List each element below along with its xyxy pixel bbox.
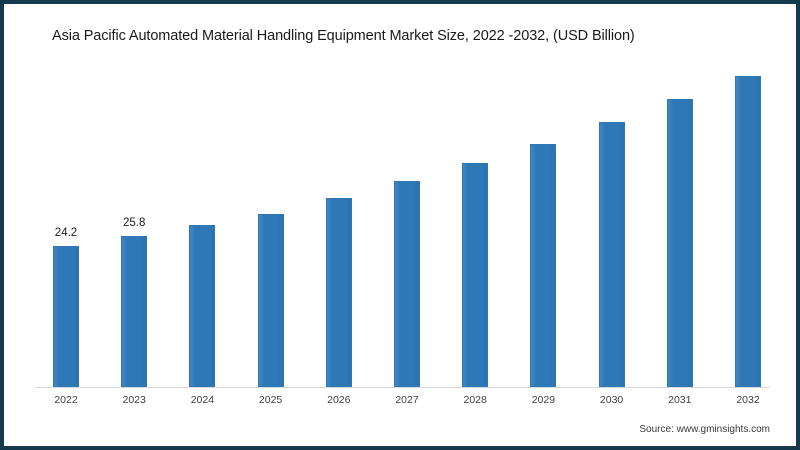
bar-2026: [325, 197, 352, 387]
bar-2027: [394, 181, 420, 387]
bar-sheen: [258, 214, 283, 386]
x-axis-label-2022: 2022: [54, 394, 78, 406]
bar-value-label-2022: 24.2: [54, 226, 78, 239]
bar-2022: [53, 245, 79, 387]
bar-2029: [530, 144, 557, 387]
bar-2025: [257, 213, 284, 387]
bar-sheen: [736, 77, 760, 386]
x-axis-label-2030: 2030: [599, 394, 624, 406]
x-axis-label-2024: 2024: [190, 394, 215, 406]
bar-2030: [598, 122, 625, 387]
x-axis-label-2029: 2029: [531, 394, 556, 406]
bar-value-label-2023: 25.8: [122, 217, 146, 230]
bar-sheen: [122, 237, 147, 386]
x-axis-label-2032: 2032: [736, 394, 760, 406]
bar-2031: [666, 99, 693, 387]
x-axis-label-2028: 2028: [463, 394, 487, 406]
chart-title: Asia Pacific Automated Material Handling…: [52, 28, 635, 44]
x-axis-label-2026: 2026: [327, 394, 351, 406]
bar-2023: [121, 236, 148, 387]
bar-2032: [735, 76, 761, 387]
bar-2028: [462, 162, 489, 387]
x-axis-label-2023: 2023: [122, 394, 146, 406]
x-axis-label-2031: 2031: [668, 394, 692, 406]
bar-2024: [189, 225, 216, 387]
bar-sheen: [463, 163, 488, 386]
bar-sheen: [326, 198, 351, 386]
bar-sheen: [599, 123, 624, 386]
x-axis-label-2027: 2027: [395, 394, 419, 406]
x-axis-label-2025: 2025: [258, 394, 283, 406]
bar-sheen: [54, 246, 78, 386]
bar-sheen: [531, 145, 556, 386]
x-axis-line: [35, 387, 770, 388]
source-attribution: Source: www.gminsights.com: [639, 424, 770, 435]
bar-sheen: [667, 100, 692, 386]
bar-sheen: [395, 182, 419, 386]
bar-sheen: [190, 226, 215, 386]
